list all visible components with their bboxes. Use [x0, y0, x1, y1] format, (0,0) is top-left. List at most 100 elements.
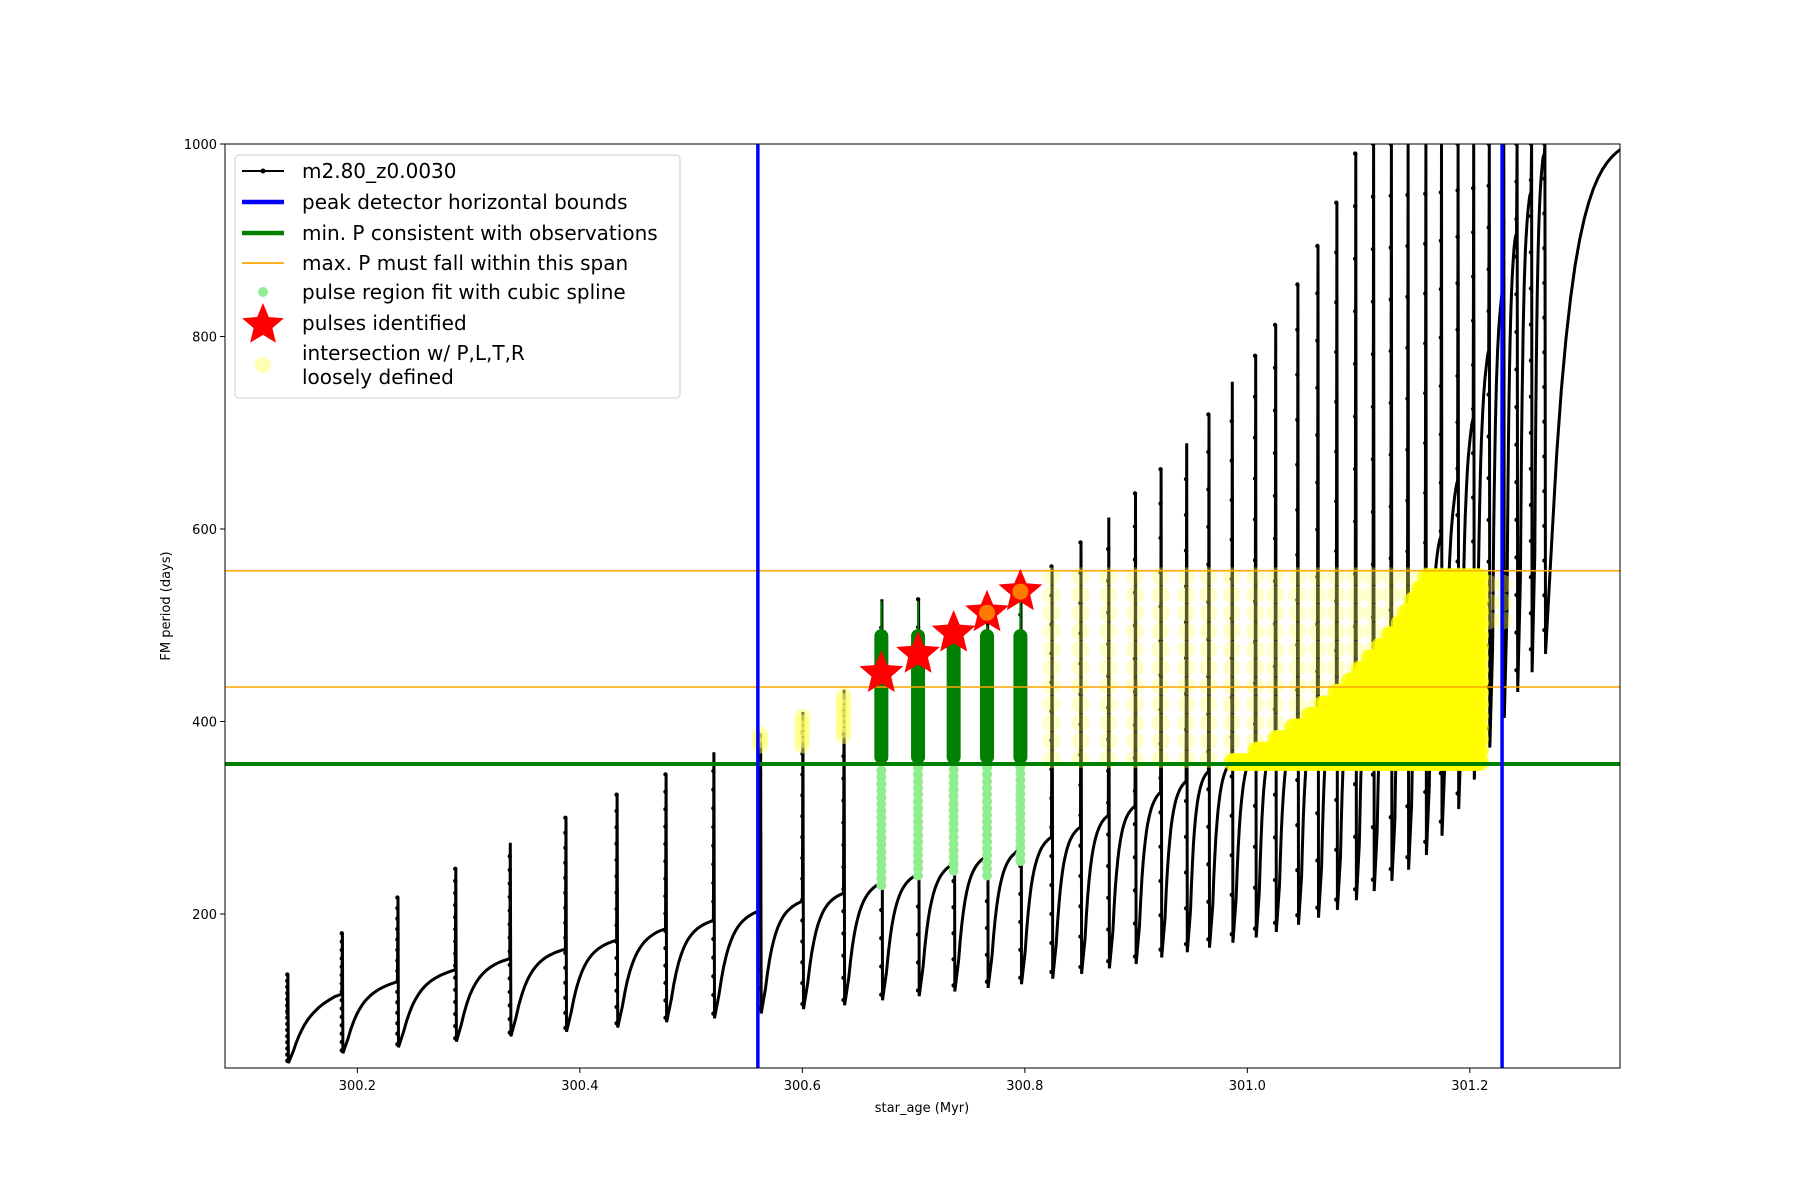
curve-point: [879, 936, 884, 941]
curve-point: [1315, 480, 1320, 485]
curve-point: [1229, 774, 1235, 779]
curve-point: [563, 890, 568, 895]
curve-point: [915, 904, 921, 909]
curve-point: [1158, 604, 1163, 609]
curve-point: [563, 1010, 568, 1016]
intersection-point: [1327, 603, 1346, 622]
intersection-point: [1246, 622, 1265, 641]
curve-point: [339, 1023, 344, 1028]
intersection-point: [1151, 622, 1170, 641]
intersection-point: [1346, 567, 1365, 586]
curve-point: [1315, 527, 1320, 532]
curve-point: [1542, 315, 1547, 320]
intersection-point: [1199, 731, 1218, 750]
curve-point: [453, 1011, 458, 1017]
curve-point: [1334, 349, 1339, 355]
curve-point: [1405, 345, 1410, 350]
intersection-point: [1177, 603, 1196, 622]
curve-point: [1132, 623, 1138, 628]
curve-point: [1132, 491, 1138, 496]
curve-point: [1405, 549, 1410, 554]
curve-point: [563, 965, 568, 970]
curve-point: [1049, 709, 1054, 714]
curve-point: [1455, 559, 1460, 564]
curve-point: [507, 894, 512, 900]
intersection-point: [1071, 731, 1090, 750]
curve-point: [841, 842, 846, 848]
intersection-point: [752, 726, 769, 743]
intersection-point: [1222, 695, 1241, 714]
intersection-point: [1177, 658, 1196, 677]
intersection-point: [1071, 713, 1090, 732]
curve-point: [1252, 803, 1258, 808]
intersection-point: [1099, 622, 1118, 641]
curve-point: [285, 990, 290, 996]
curve-point: [1528, 574, 1534, 580]
curve-point: [1423, 440, 1428, 446]
curve-point: [841, 754, 846, 759]
curve-point: [1158, 741, 1163, 746]
curve-point: [1049, 969, 1054, 975]
curve-point: [800, 897, 805, 902]
curve-point: [1272, 920, 1278, 925]
intersection-point: [1222, 603, 1241, 622]
intersection-point: [1099, 640, 1118, 659]
curve-point: [1132, 590, 1138, 595]
curve-point: [453, 927, 458, 932]
intersection-point: [1222, 677, 1241, 696]
curve-point: [1229, 458, 1235, 463]
curve-point: [339, 1006, 344, 1011]
curve-point: [1049, 882, 1054, 888]
curve-point: [1158, 707, 1163, 712]
curve-point: [285, 1040, 290, 1045]
curve-point: [1106, 959, 1111, 964]
curve-point: [1106, 578, 1111, 583]
curve-point: [1106, 832, 1111, 837]
curve-point: [1183, 727, 1189, 732]
curve-point: [339, 998, 344, 1003]
intersection-point: [1099, 603, 1118, 622]
curve-point: [1049, 564, 1054, 569]
curve-point: [453, 987, 458, 992]
curve-point: [563, 815, 568, 820]
curve-point: [1486, 475, 1491, 481]
curve-point: [841, 931, 846, 936]
intersection-point: [1042, 713, 1061, 732]
x-tick-label: 300.8: [1006, 1079, 1043, 1094]
curve-point: [1252, 476, 1258, 481]
intersection-point: [1346, 585, 1365, 604]
curve-point: [1405, 498, 1410, 503]
pulse-identified-star: [931, 610, 976, 652]
intersection-point: [1099, 677, 1118, 696]
intersection-point: [1099, 731, 1118, 750]
curve-point: [1229, 616, 1235, 621]
intersection-point: [1042, 731, 1061, 750]
curve-point: [1528, 286, 1534, 291]
pulse-identified-star: [896, 631, 940, 673]
curve-point: [1229, 695, 1235, 700]
curve-point: [800, 939, 805, 944]
curve-point: [1315, 622, 1320, 627]
curve-point: [614, 808, 619, 814]
curve-point: [1370, 246, 1376, 252]
curve-point: [1252, 435, 1258, 440]
curve-point: [1229, 419, 1235, 424]
curve-point: [453, 915, 458, 920]
curve-point: [663, 876, 668, 881]
curve-point: [395, 905, 400, 911]
curve-point: [1334, 200, 1339, 205]
intersection-point: [1177, 713, 1196, 732]
curve-point: [1158, 810, 1163, 815]
curve-point: [1423, 490, 1428, 496]
curve-point: [1049, 738, 1054, 743]
curve-point: [1229, 813, 1235, 818]
curve-point: [711, 992, 716, 998]
curve-point: [1206, 524, 1211, 530]
curve-point: [1405, 447, 1410, 452]
curve-point: [614, 906, 619, 912]
curve-point: [663, 893, 668, 899]
intersection-point: [1327, 658, 1346, 677]
curve-point: [1514, 217, 1519, 222]
intersection-point: [1042, 640, 1061, 659]
curve-point: [1405, 804, 1410, 809]
